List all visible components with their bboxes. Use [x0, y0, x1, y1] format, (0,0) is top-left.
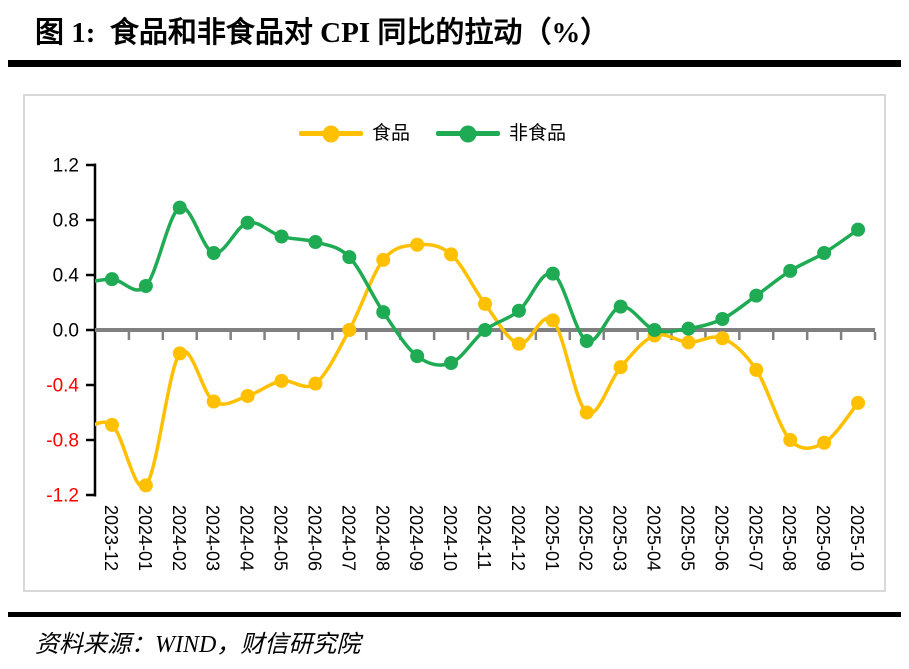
y-tick-label: 0.8	[53, 211, 79, 232]
x-tick-label: 2024-07	[338, 505, 358, 571]
food-marker	[749, 362, 764, 377]
x-tick-label: 2024-12	[508, 505, 528, 571]
nonfood-marker	[851, 222, 866, 237]
food-marker	[104, 417, 119, 432]
food-marker	[511, 336, 526, 351]
chart-legend: 食品 非食品	[3, 124, 862, 143]
nonfood-marker	[681, 321, 696, 336]
x-tick-label: 2024-05	[271, 505, 291, 571]
x-tick-label: 2025-01	[542, 505, 562, 571]
x-tick-label: 2024-02	[169, 505, 189, 571]
food-marker-icon	[322, 125, 340, 142]
nonfood-marker	[444, 356, 459, 370]
x-tick-label: 2024-04	[237, 505, 257, 571]
food-marker	[613, 360, 628, 375]
x-tick-label: 2024-10	[440, 505, 460, 571]
bottom-divider	[8, 612, 901, 617]
y-axis: 1.2 0.8 0.4 0.0 -0.4 -0.8 -1.2	[46, 156, 97, 507]
food-marker	[478, 296, 492, 311]
food-marker	[240, 389, 255, 403]
nonfood-marker	[138, 279, 153, 293]
nonfood-marker	[579, 334, 594, 348]
x-tick-label: 2025-09	[813, 505, 833, 571]
x-tick-label: 2024-08	[372, 505, 392, 571]
nonfood-marker	[783, 263, 798, 278]
y-tick-label: 0.4	[53, 266, 80, 287]
legend-item-nonfood: 非食品	[436, 124, 566, 143]
nonfood-marker	[478, 323, 492, 337]
top-divider	[8, 60, 901, 67]
nonfood-marker	[410, 349, 425, 364]
nonfood-line-swatch	[436, 125, 500, 142]
food-marker	[410, 237, 425, 252]
food-marker	[172, 346, 187, 361]
nonfood-marker	[240, 215, 255, 230]
nonfood-marker	[613, 299, 628, 314]
x-tick-label: 2025-05	[678, 505, 698, 571]
y-tick-label: -1.2	[46, 486, 79, 507]
x-tick-label: 2024-09	[406, 505, 426, 571]
nonfood-marker	[511, 303, 526, 318]
food-marker	[817, 435, 832, 450]
nonfood-marker	[104, 272, 119, 287]
nonfood-marker	[817, 246, 832, 260]
y-tick-label: -0.8	[46, 431, 79, 452]
x-tick-label: 2025-10	[847, 505, 867, 571]
y-tick-label: -0.4	[46, 376, 79, 397]
food-line	[95, 242, 860, 489]
nonfood-marker	[749, 288, 764, 303]
x-tick-label: 2025-08	[779, 505, 799, 571]
nonfood-marker	[715, 312, 730, 326]
nonfood-marker	[376, 305, 391, 320]
food-marker	[783, 433, 798, 447]
food-marker	[851, 395, 866, 410]
food-line-swatch	[298, 125, 363, 142]
nonfood-series	[95, 200, 866, 370]
x-tick-label: 2025-02	[576, 505, 596, 571]
nonfood-marker-icon	[459, 125, 477, 142]
x-tick-label: 2023-12	[101, 505, 121, 571]
figure-title: 图 1: 食品和非食品对 CPI 同比的拉动（%）	[35, 17, 610, 49]
legend-label-nonfood: 非食品	[509, 123, 567, 144]
nonfood-marker	[342, 250, 357, 265]
food-marker	[342, 323, 357, 337]
nonfood-marker	[172, 200, 187, 215]
food-marker	[715, 331, 730, 346]
food-marker	[376, 252, 391, 267]
y-tick-label: 1.2	[53, 156, 79, 177]
x-tick-label: 2025-06	[711, 505, 731, 571]
y-tick-label: 0.0	[53, 321, 79, 342]
chart-area: 1.2 0.8 0.4 0.0 -0.4 -0.8 -1.2 2023-12 2024-01 20…	[23, 94, 886, 592]
nonfood-marker	[545, 266, 560, 281]
food-marker	[206, 394, 221, 409]
nonfood-line	[95, 205, 860, 367]
nonfood-marker	[308, 235, 323, 249]
x-tick-label: 2025-07	[745, 505, 765, 571]
food-marker	[681, 335, 696, 350]
food-marker	[138, 478, 153, 493]
food-marker	[579, 405, 594, 420]
source-note: 资料来源：WIND，财信研究院	[35, 632, 361, 658]
food-marker	[274, 373, 289, 388]
x-tick-label: 2025-03	[610, 505, 630, 571]
nonfood-marker	[647, 323, 662, 337]
food-marker	[308, 376, 323, 391]
food-marker	[545, 313, 560, 328]
x-tick-label: 2024-01	[135, 505, 155, 571]
x-tick-label: 2024-06	[304, 505, 324, 571]
nonfood-marker	[274, 229, 289, 244]
x-tick-label: 2025-04	[644, 505, 664, 571]
legend-label-food: 食品	[371, 123, 410, 144]
x-tick-labels: 2023-12 2024-01 2024-02 2024-03 2024-04 2024-…	[101, 505, 867, 571]
nonfood-marker	[206, 246, 221, 260]
x-tick-label: 2024-11	[474, 505, 494, 570]
food-marker	[444, 247, 459, 262]
legend-item-food: 食品	[298, 123, 410, 144]
food-series	[95, 237, 866, 493]
x-tick-label: 2024-03	[203, 505, 223, 571]
